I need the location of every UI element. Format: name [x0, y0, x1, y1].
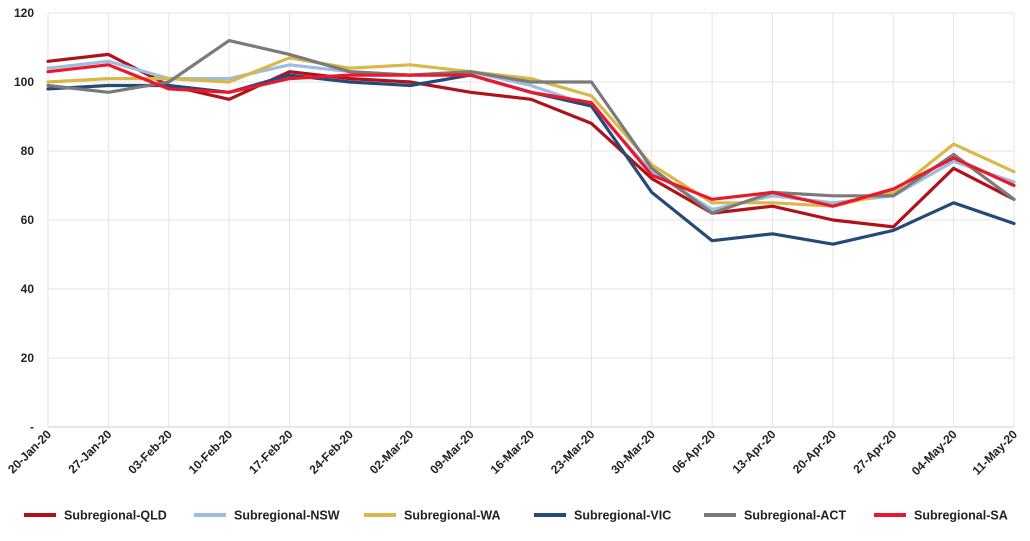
y-tick-label: 60	[21, 213, 35, 227]
x-tick-label: 13-Apr-20	[730, 427, 779, 476]
y-tick-label: 20	[21, 351, 35, 365]
legend-item: Subregional-WA	[364, 509, 501, 523]
legend-label: Subregional-QLD	[64, 509, 167, 523]
legend-label: Subregional-ACT	[744, 509, 846, 523]
legend-item: Subregional-NSW	[194, 509, 340, 523]
y-tick-label: 80	[21, 144, 35, 158]
x-tick-label: 11-May-20	[970, 427, 1021, 478]
y-tick-label: -	[30, 420, 34, 434]
y-tick-label: 120	[14, 6, 34, 20]
x-tick-label: 16-Mar-20	[488, 427, 538, 477]
legend-label: Subregional-WA	[404, 509, 501, 523]
legend-label: Subregional-VIC	[574, 509, 671, 523]
x-tick-label: 03-Feb-20	[125, 427, 175, 477]
legend-item: Subregional-VIC	[534, 509, 671, 523]
x-tick-label: 02-Mar-20	[367, 427, 417, 477]
legend-label: Subregional-SA	[914, 509, 1008, 523]
x-tick-label: 23-Mar-20	[548, 427, 598, 477]
x-tick-label: 20-Jan-20	[5, 427, 54, 476]
x-tick-label: 27-Jan-20	[65, 427, 114, 476]
y-tick-label: 100	[14, 75, 34, 89]
series-line-subregional-qld	[46, 52, 1016, 229]
grid	[47, 12, 1015, 427]
series-lines	[46, 38, 1016, 246]
legend-label: Subregional-NSW	[234, 509, 340, 523]
y-axis-tick-labels: - 20 40 60 80 100 120	[14, 6, 34, 434]
x-tick-label: 17-Feb-20	[246, 427, 296, 477]
y-tick-label: 40	[21, 282, 35, 296]
legend-item: Subregional-QLD	[24, 509, 167, 523]
series-line-subregional-act	[46, 38, 1016, 215]
x-axis-tick-labels: 20-Jan-20 27-Jan-20 03-Feb-20 10-Feb-20 17-F…	[5, 427, 1020, 478]
x-tick-label: 24-Feb-20	[306, 427, 356, 477]
legend: Subregional-QLD Subregional-NSW Subregiona…	[24, 509, 1008, 523]
x-tick-label: 04-May-20	[909, 427, 960, 478]
x-tick-label: 09-Mar-20	[427, 427, 477, 477]
x-tick-label: 06-Apr-20	[669, 427, 718, 476]
x-tick-label: 30-Mar-20	[608, 427, 658, 477]
series-line-subregional-sa	[46, 63, 1016, 208]
x-tick-label: 27-Apr-20	[850, 427, 899, 476]
legend-item: Subregional-ACT	[704, 509, 846, 523]
legend-item: Subregional-SA	[874, 509, 1008, 523]
x-tick-label: 20-Apr-20	[790, 427, 839, 476]
x-tick-label: 10-Feb-20	[186, 427, 236, 477]
